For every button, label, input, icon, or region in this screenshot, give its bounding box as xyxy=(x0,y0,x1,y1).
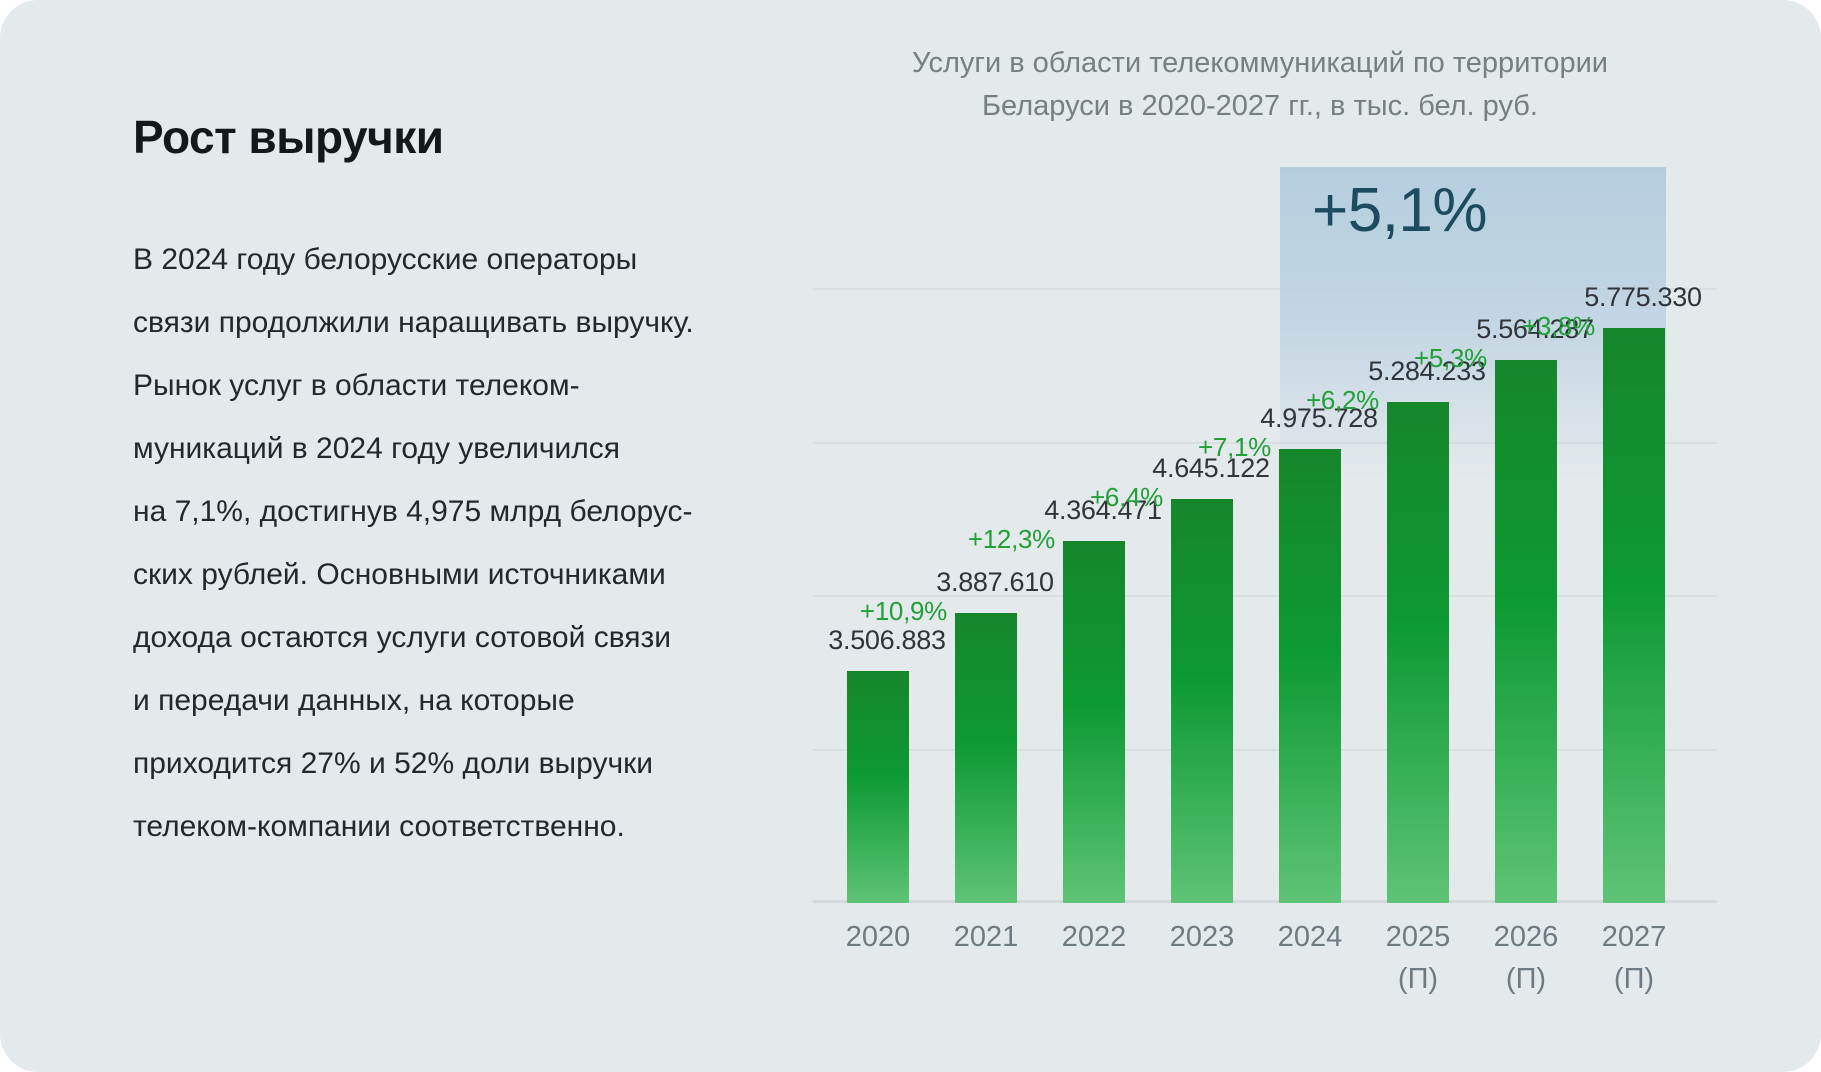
year-label-2026: 2026 (П) xyxy=(1493,921,1559,995)
year-label-2023: 2023 xyxy=(1169,921,1235,953)
summary-paragraph: В 2024 году белорусские операторы связи … xyxy=(133,243,694,843)
left-text-panel: Рост выручки В 2024 году белорусские опе… xyxy=(133,110,793,858)
gridline-1 xyxy=(813,442,1717,444)
value-label-2025: 5.284.233 xyxy=(1368,356,1486,386)
year-label-2022: 2022 xyxy=(1061,921,1127,953)
value-label-2024: 4.975.728 xyxy=(1260,403,1378,433)
year-label-2024: 2024 xyxy=(1277,921,1343,953)
bar-2022 xyxy=(1063,541,1125,903)
x-axis-baseline xyxy=(813,900,1717,903)
growth-label-2023: +6,4% xyxy=(1090,482,1163,512)
bar-2024 xyxy=(1279,449,1341,903)
bar-2026 xyxy=(1495,360,1557,903)
value-label-2026: 5.564.287 xyxy=(1476,314,1594,344)
value-label-2022: 4.364.471 xyxy=(1044,495,1162,525)
bar-2025 xyxy=(1387,402,1449,903)
year-label-2027: 2027 (П) xyxy=(1601,921,1667,995)
forecast-growth-label: +5,1% xyxy=(1312,176,1488,245)
growth-label-2027: +3,8% xyxy=(1522,311,1595,341)
bar-2027 xyxy=(1603,328,1665,903)
value-label-2027: 5.775.330 xyxy=(1584,282,1702,312)
value-label-2021: 3.887.610 xyxy=(936,567,1054,597)
year-label-2025: 2025 (П) xyxy=(1385,921,1451,995)
value-label-2023: 4.645.122 xyxy=(1152,453,1270,483)
growth-label-2024: +7,1% xyxy=(1198,432,1271,462)
year-label-2021: 2021 xyxy=(953,921,1019,953)
growth-label-2025: +6,2% xyxy=(1306,385,1379,415)
year-label-2020: 2020 xyxy=(845,921,911,953)
growth-label-2022: +12,3% xyxy=(967,524,1055,554)
growth-label-2026: +5,3% xyxy=(1414,343,1487,373)
gridline-0 xyxy=(813,288,1717,290)
bar-2021 xyxy=(955,613,1017,903)
bar-2020 xyxy=(847,671,909,903)
forecast-highlight-box: +5,1% xyxy=(1280,167,1666,479)
page-title: Рост выручки xyxy=(133,111,444,163)
value-label-2020: 3.506.883 xyxy=(828,625,946,655)
gridline-2 xyxy=(813,595,1717,597)
growth-label-2021: +10,9% xyxy=(859,596,947,626)
chart-title: Услуги в области телекоммуникаций по тер… xyxy=(911,47,1608,122)
bar-2023 xyxy=(1171,499,1233,903)
gridline-3 xyxy=(813,749,1717,751)
